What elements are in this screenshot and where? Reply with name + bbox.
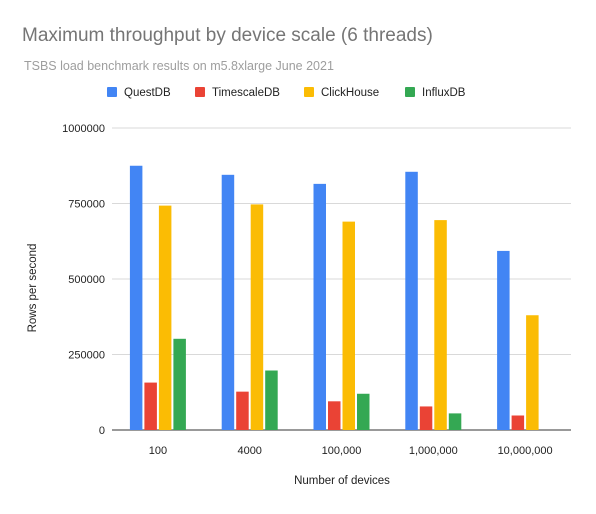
bar-timescaledb [144,383,157,430]
legend: QuestDB TimescaleDB ClickHouse InfluxDB [107,87,466,99]
x-tick-label: 1,000,000 [409,445,458,457]
bar-influxdb [449,413,462,430]
bar-clickhouse [343,222,356,430]
legend-label-influxdb: InfluxDB [422,87,466,99]
bar-questdb [405,172,418,430]
legend-label-questdb: QuestDB [124,87,171,99]
x-tick-label: 10,000,000 [498,445,553,457]
bar-questdb [314,184,327,430]
bar-influxdb [265,371,278,430]
x-axis-label: Number of devices [294,475,390,487]
legend-label-timescaledb: TimescaleDB [212,87,280,99]
y-tick-label: 1000000 [62,123,105,135]
y-tick-label: 0 [99,425,105,437]
bar-timescaledb [512,416,524,430]
bar-questdb [497,251,510,430]
bar-clickhouse [159,206,172,430]
legend-swatch-questdb [107,87,117,97]
bar-timescaledb [328,401,341,430]
legend-label-clickhouse: ClickHouse [321,87,379,99]
y-axis-ticks: 0 250000 500000 750000 1000000 [62,123,105,437]
y-tick-label: 750000 [68,199,105,211]
bar-timescaledb [420,406,433,430]
bar-influxdb [173,339,186,430]
bar-influxdb [357,394,370,430]
y-axis-label: Rows per second [27,244,39,333]
bar-clickhouse [526,315,539,430]
bars [130,166,539,430]
y-tick-label: 500000 [68,274,105,286]
bar-clickhouse [251,204,264,430]
bar-questdb [222,175,235,430]
x-axis-ticks: 100 4000 100,000 1,000,000 10,000,000 [149,445,553,457]
legend-swatch-influxdb [405,87,415,97]
bar-clickhouse [434,220,447,430]
bar-timescaledb [236,392,249,430]
legend-swatch-clickhouse [304,87,314,97]
bar-questdb [130,166,143,430]
legend-swatch-timescaledb [195,87,205,97]
x-tick-label: 100,000 [322,445,362,457]
x-tick-label: 4000 [237,445,261,457]
y-tick-label: 250000 [68,350,105,362]
x-tick-label: 100 [149,445,167,457]
